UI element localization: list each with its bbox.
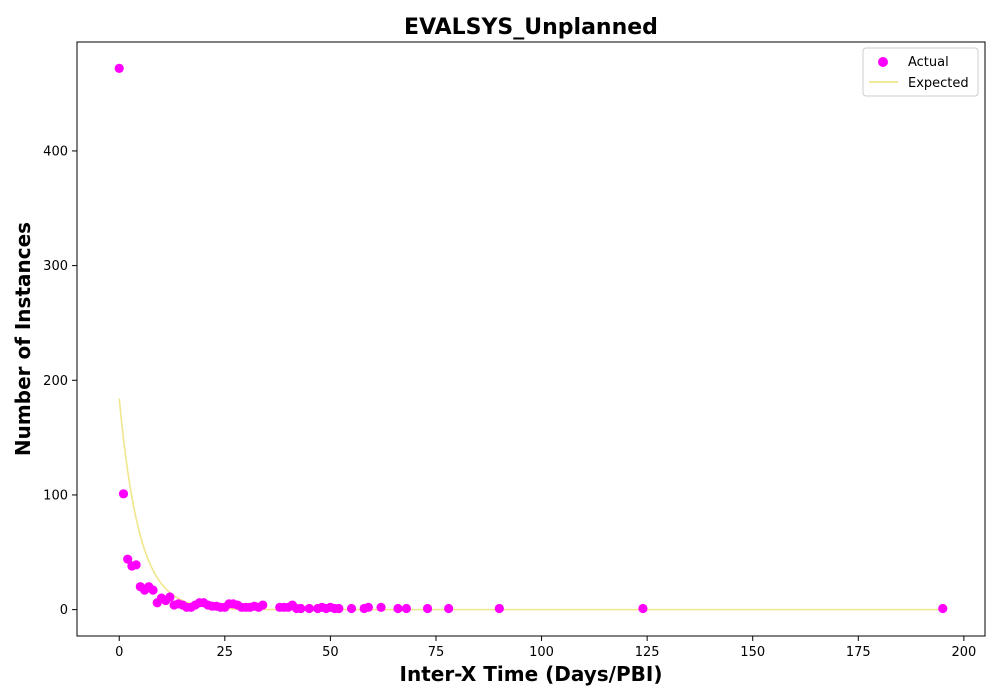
- plot-frame: [76, 41, 986, 637]
- actual-data-point: [494, 603, 504, 614]
- actual-data-point: [131, 560, 141, 570]
- x-axis-label: Inter-X Time (Days/PBI): [400, 662, 663, 686]
- actual-data-point: [422, 603, 433, 614]
- x-tick-label: 75: [428, 645, 445, 660]
- actual-data-point: [376, 602, 386, 612]
- actual-data-point: [363, 602, 373, 612]
- actual-data-point: [638, 603, 648, 614]
- actual-data-point: [258, 600, 268, 610]
- x-tick-label: 100: [529, 645, 554, 660]
- actual-data-point: [123, 554, 133, 564]
- actual-data-point: [114, 63, 124, 73]
- x-tick-label: 150: [740, 645, 765, 660]
- legend: Actual Expected: [862, 47, 979, 97]
- legend-actual-marker: [878, 57, 888, 67]
- actual-data-point: [148, 585, 158, 595]
- x-tick-label: 200: [951, 645, 976, 660]
- legend-expected-label: Expected: [908, 76, 969, 91]
- actual-data-point: [346, 603, 357, 614]
- actual-data-point: [393, 603, 403, 614]
- x-tick-label: 25: [217, 645, 234, 660]
- expected-curve: [118, 398, 943, 611]
- actual-data-point: [296, 603, 306, 614]
- y-tick-label: 300: [43, 259, 68, 274]
- y-tick-label: 0: [60, 603, 68, 618]
- x-tick-label: 175: [846, 645, 871, 660]
- actual-data-point: [118, 489, 129, 499]
- y-tick-label: 200: [43, 374, 68, 389]
- y-tick-label: 100: [43, 488, 68, 503]
- actual-data-point: [444, 603, 454, 614]
- plot-area: [76, 41, 986, 637]
- actual-data-point: [334, 603, 344, 614]
- actual-data-point: [401, 603, 412, 614]
- x-tick-label: 50: [322, 645, 339, 660]
- x-tick-label: 125: [635, 645, 660, 660]
- y-axis-label: Number of Instances: [11, 222, 35, 456]
- actual-series: [114, 63, 948, 614]
- actual-data-point: [938, 603, 948, 614]
- y-axis-ticks: 0 100 200 300 400: [43, 144, 77, 618]
- actual-data-point: [304, 603, 314, 614]
- expected-series: [118, 398, 943, 611]
- x-axis-ticks: 0 25 50 75 100 125 150 175 200: [115, 636, 976, 660]
- x-tick-label: 0: [115, 645, 123, 660]
- y-tick-label: 400: [43, 144, 68, 159]
- legend-actual-label: Actual: [908, 55, 949, 70]
- legend-box: [862, 47, 979, 97]
- chart-title: EVALSYS_Unplanned: [404, 15, 658, 40]
- actual-data-point: [165, 592, 175, 602]
